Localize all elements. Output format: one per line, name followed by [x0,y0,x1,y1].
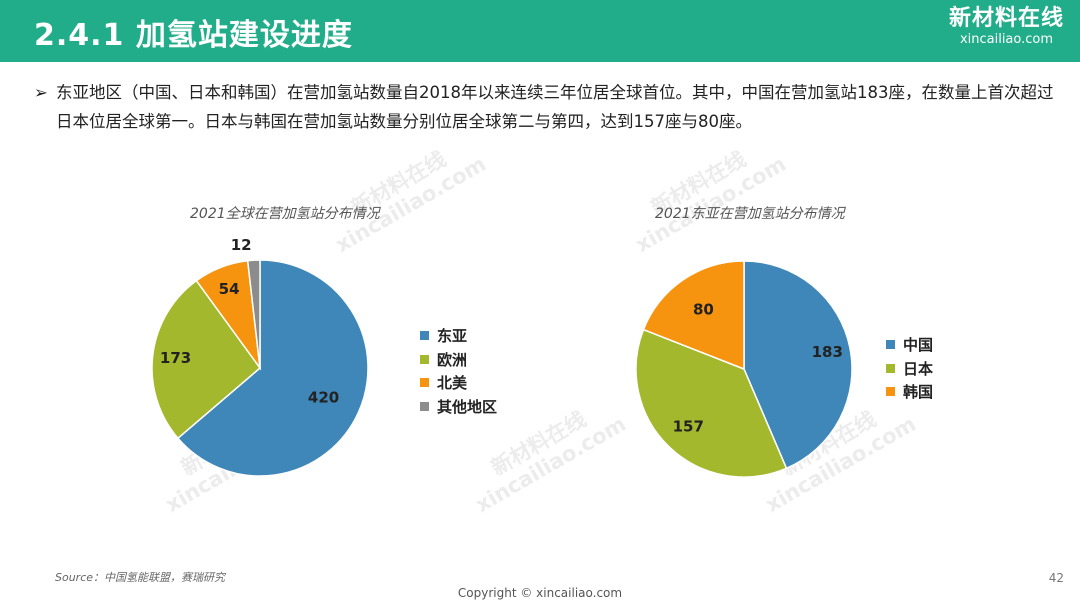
pie-slice-0 [743,260,853,470]
legend-label: 北美 [437,374,468,393]
watermark: 新材料在线 xincailiao.com [619,131,790,257]
legend-item: 中国 [886,333,933,357]
pie-data-label-0: 183 [812,343,843,361]
legend-swatch [886,387,895,397]
legend-swatch [420,378,429,388]
pie-chart-east-asia: 183 157 80 [635,260,853,478]
legend-swatch [886,340,895,350]
legend-swatch [420,401,429,411]
bullet-arrow-icon: ➢ [34,83,48,102]
legend-east-asia: 中国 日本 韩国 [886,333,933,404]
pie-slice-3 [246,259,261,369]
pie-data-label-2: 80 [693,301,714,319]
pie-slice-2 [642,260,745,371]
legend-label: 其他地区 [437,397,498,416]
page-title: 2.4.1 加氢站建设进度 [34,18,353,53]
chart-title-global: 2021全球在营加氢站分布情况 [190,206,380,222]
source-note: Source：中国氢能联盟，赛瑞研究 [55,571,226,584]
legend-label: 东亚 [437,327,468,346]
pie-data-label-1: 173 [160,349,191,367]
legend-item: 北美 [420,371,497,395]
watermark: 新材料在线 xincailiao.com [319,131,490,257]
legend-swatch [420,331,429,341]
legend-global: 东亚欧洲北美其他地区 [420,324,497,418]
pie-slice-1 [635,328,788,478]
copyright: Copyright © xincailiao.com [457,586,623,600]
pie-slice-1 [151,279,262,440]
legend-item: 东亚 [420,324,497,348]
legend-item: 欧洲 [420,348,497,372]
pie-data-label-3: 12 [231,236,252,254]
header-bar: 2.4.1 加氢站建设进度 新材料在线 xincailiao.com [0,0,1080,62]
pie-chart-global: 420 173 54 12 [151,236,369,477]
legend-label: 欧洲 [437,350,468,369]
legend-label: 日本 [903,359,934,378]
brand-logo: 新材料在线 xincailiao.com [949,6,1064,48]
bullet-paragraph: ➢ 东亚地区（中国、日本和韩国）在营加氢站数量自2018年以来连续三年位居全球首… [34,78,1054,136]
pie-slice-0 [176,259,369,477]
legend-item: 韩国 [886,380,933,404]
chart-title-east-asia: 2021东亚在营加氢站分布情况 [655,206,845,222]
legend-item: 其他地区 [420,395,497,419]
logo-name: 新材料在线 [948,6,1064,31]
page-number: 42 [1048,571,1064,585]
pie-data-label-2: 54 [219,280,240,298]
legend-swatch [420,354,429,364]
logo-domain: xincailiao.com [959,32,1054,47]
legend-item: 日本 [886,357,933,381]
bullet-text: 东亚地区（中国、日本和韩国）在营加氢站数量自2018年以来连续三年位居全球首位。… [56,83,1054,131]
legend-label: 韩国 [903,383,934,402]
pie-data-label-1: 157 [673,417,704,435]
pie-data-label-0: 420 [308,388,339,406]
legend-label: 中国 [903,336,934,355]
legend-swatch [886,363,895,373]
